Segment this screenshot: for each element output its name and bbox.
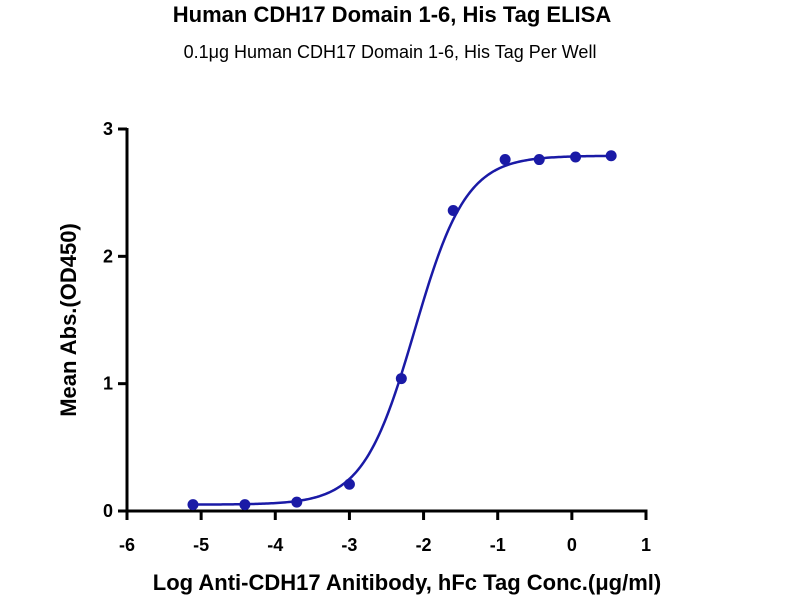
x-tick-label: 0: [567, 535, 577, 555]
data-point: [343, 478, 355, 490]
data-point: [533, 154, 545, 166]
y-axis-label: Mean Abs.(OD450): [56, 223, 81, 417]
x-axis-ticks: -6 -5 -4 -3 -2 -1 0 1: [119, 511, 651, 555]
data-point: [291, 496, 303, 508]
data-point: [239, 499, 251, 511]
y-axis-ticks: 0 1 2 3: [103, 119, 127, 521]
y-tick-label: 1: [103, 374, 113, 394]
x-tick-label: -3: [341, 535, 357, 555]
x-tick-label: 1: [641, 535, 651, 555]
x-tick-label: -6: [119, 535, 135, 555]
x-tick-label: -4: [267, 535, 283, 555]
y-tick-label: 2: [103, 246, 113, 266]
fit-curve: [192, 154, 612, 506]
plot-area: 0 1 2 3 -6 -5 -4 -3 -2 -1 0 1: [103, 119, 651, 555]
chart-subtitle: 0.1μg Human CDH17 Domain 1-6, His Tag Pe…: [184, 42, 597, 62]
data-point: [570, 151, 582, 163]
data-point: [187, 499, 199, 511]
x-tick-label: -1: [490, 535, 506, 555]
chart-title: Human CDH17 Domain 1-6, His Tag ELISA: [173, 2, 612, 27]
data-point: [499, 154, 511, 166]
data-point: [447, 204, 459, 216]
x-axis-label: Log Anti-CDH17 Anitibody, hFc Tag Conc.(…: [153, 570, 661, 595]
data-points: [187, 150, 617, 511]
data-point: [605, 150, 617, 162]
data-point: [395, 373, 407, 385]
x-tick-label: -5: [193, 535, 209, 555]
x-tick-label: -2: [416, 535, 432, 555]
y-tick-label: 0: [103, 501, 113, 521]
y-tick-label: 3: [103, 119, 113, 139]
